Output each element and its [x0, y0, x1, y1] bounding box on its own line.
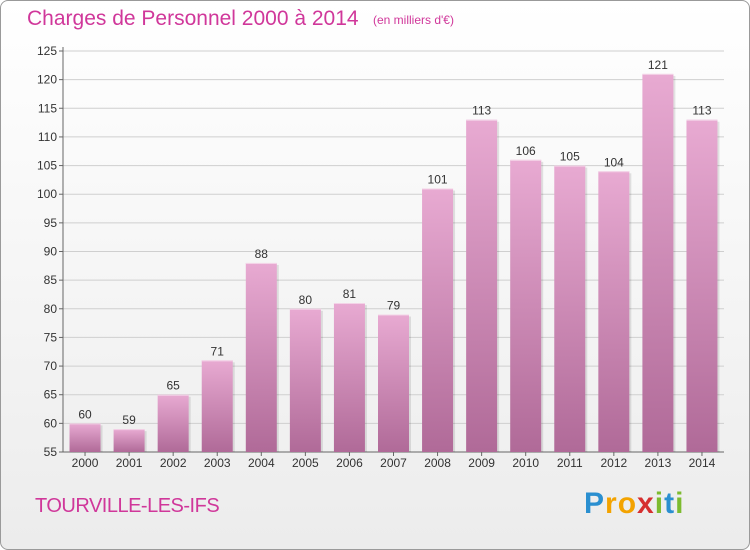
bar [245, 262, 277, 452]
y-tick-label: 75 [44, 330, 58, 344]
x-tick-label: 2003 [204, 456, 231, 470]
bar [554, 165, 586, 453]
bar [422, 188, 454, 452]
x-tick-label: 2001 [116, 456, 143, 470]
bar [69, 423, 101, 452]
x-tick-label: 2012 [600, 456, 627, 470]
data-label: 101 [428, 172, 448, 186]
logo-letter: r [605, 487, 618, 520]
data-label: 71 [211, 344, 225, 358]
bar [113, 429, 145, 452]
proxiti-logo[interactable]: Proxiti [584, 487, 684, 521]
bar [598, 171, 630, 453]
logo-letter: i [675, 487, 685, 520]
y-tick-label: 55 [44, 445, 58, 459]
data-labels: 60 59 65 71 88 80 81 79 101 113 106 105 104 121 113 [78, 58, 711, 427]
data-label: 104 [604, 155, 624, 169]
x-tick-label: 2005 [292, 456, 319, 470]
x-tick-label: 2002 [160, 456, 187, 470]
data-label: 65 [166, 379, 180, 393]
y-tick-label: 120 [37, 73, 57, 87]
bars [69, 73, 720, 453]
bar [378, 314, 409, 452]
data-label: 60 [78, 407, 92, 421]
x-tick-label: 2009 [468, 456, 495, 470]
y-tick-label: 95 [44, 216, 58, 230]
y-tick-label: 80 [44, 302, 58, 316]
x-tick-label: 2004 [248, 456, 275, 470]
y-tick-label: 85 [44, 273, 58, 287]
data-label: 88 [255, 247, 269, 261]
chart-subtitle: (en milliers d'€) [373, 13, 454, 27]
y-tick-label: 60 [44, 416, 58, 430]
data-label: 81 [343, 287, 357, 301]
y-tick-label: 65 [44, 388, 58, 402]
x-tick-label: 2014 [689, 456, 716, 470]
bar [642, 73, 674, 453]
data-label: 113 [692, 104, 711, 118]
data-label: 79 [387, 299, 401, 313]
logo-letter: t [664, 487, 676, 520]
x-tick-label: 2000 [72, 456, 99, 470]
y-tick-label: 70 [44, 359, 58, 373]
y-tick-label: 125 [37, 44, 57, 58]
x-tick-label: 2013 [645, 456, 672, 470]
x-tick-label: 2007 [380, 456, 407, 470]
x-tick-labels: 2000 2001 2002 2003 2004 2005 2006 2007 2008 2009… [72, 456, 716, 470]
x-tick-label: 2008 [424, 456, 451, 470]
x-tick-label: 2010 [512, 456, 539, 470]
x-tick-label: 2011 [557, 456, 583, 470]
logo-letter: x [637, 487, 655, 520]
data-label: 105 [560, 150, 580, 164]
bar [686, 119, 718, 452]
bar [201, 360, 233, 452]
chart-title: Charges de Personnel 2000 à 2014 [27, 7, 359, 30]
x-tick-label: 2006 [336, 456, 363, 470]
bar [510, 159, 542, 453]
y-tick-labels: 55 60 65 70 75 80 85 90 95 100 105 110 115 120 125 [37, 44, 57, 459]
data-label: 80 [299, 293, 313, 307]
data-label: 113 [472, 104, 491, 118]
commune-name: TOURVILLE-LES-IFS [35, 495, 220, 517]
data-label: 59 [122, 413, 136, 427]
bar [289, 308, 321, 452]
logo-letter: P [584, 487, 606, 520]
y-tick-label: 115 [38, 101, 57, 115]
data-label: 106 [516, 144, 536, 158]
y-tick-label: 100 [37, 187, 57, 201]
bar [466, 119, 498, 452]
bar [157, 394, 189, 452]
y-tick-label: 90 [44, 245, 58, 259]
data-label: 121 [648, 58, 668, 72]
logo-letter: i [654, 487, 665, 520]
logo-letter: o [617, 487, 638, 520]
y-tick-label: 105 [37, 159, 57, 173]
bar [333, 303, 365, 452]
y-tick-label: 110 [38, 130, 57, 144]
